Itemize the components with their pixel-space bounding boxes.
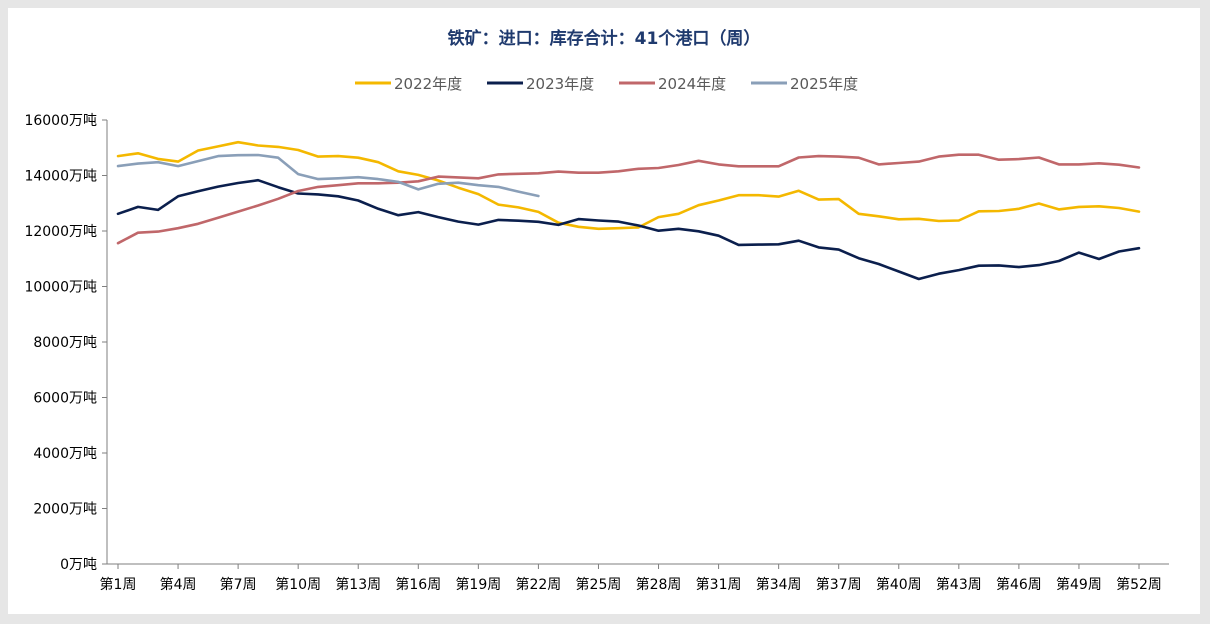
y-tick-label: 6000万吨 <box>33 391 97 407</box>
x-tick-label: 第40周 <box>876 576 922 593</box>
y-axis: 0万吨 2000万吨 4000万吨 6000万吨 8000万吨 10000万吨 12000万… <box>24 113 108 573</box>
series-line-2025年度 <box>116 153 540 198</box>
x-tick-label: 第43周 <box>936 576 982 593</box>
legend-label: 2024年度 <box>658 75 726 93</box>
y-tick-label: 12000万吨 <box>24 224 97 240</box>
x-tick-label: 第1周 <box>100 576 137 593</box>
x-tick-label: 第13周 <box>335 576 381 593</box>
x-tick-label: 第22周 <box>515 576 561 593</box>
x-tick-label: 第16周 <box>395 576 441 593</box>
y-tick-label: 4000万吨 <box>33 446 97 462</box>
x-axis: 第1周 第4周 第7周 第10周 第13周 第16周 第19周 第22周 第25周 第28周 第31… <box>100 563 1169 593</box>
series-lines <box>116 140 1141 281</box>
series-line-2022年度 <box>116 140 1141 231</box>
y-tick-label: 0万吨 <box>60 557 97 573</box>
legend-label: 2025年度 <box>790 75 858 93</box>
x-tick-label: 第19周 <box>455 576 501 593</box>
x-tick-label: 第7周 <box>220 576 257 593</box>
x-tick-label: 第46周 <box>996 576 1042 593</box>
x-tick-label: 第28周 <box>636 576 682 593</box>
y-tick-label: 10000万吨 <box>24 280 97 296</box>
y-tick-label: 8000万吨 <box>33 335 97 351</box>
x-tick-label: 第4周 <box>160 576 197 593</box>
chart-frame: 铁矿：进口：库存合计：41个港口（周） 2022年度 2023年度 2024年度 20… <box>8 8 1200 614</box>
x-tick-label: 第25周 <box>576 576 622 593</box>
x-tick-label: 第49周 <box>1056 576 1102 593</box>
y-tick-label: 14000万吨 <box>24 169 97 185</box>
y-tick-label: 16000万吨 <box>24 113 97 129</box>
series-line-2024年度 <box>116 153 1141 245</box>
line-chart: 铁矿：进口：库存合计：41个港口（周） 2022年度 2023年度 2024年度 20… <box>24 28 1169 593</box>
chart-title: 铁矿：进口：库存合计：41个港口（周） <box>448 28 761 49</box>
x-tick-label: 第37周 <box>816 576 862 593</box>
x-tick-label: 第52周 <box>1116 576 1162 593</box>
x-tick-label: 第10周 <box>275 576 321 593</box>
legend-label: 2022年度 <box>394 75 462 93</box>
x-tick-label: 第34周 <box>756 576 802 593</box>
legend-label: 2023年度 <box>526 75 594 93</box>
legend: 2022年度 2023年度 2024年度 2025年度 <box>355 75 858 93</box>
y-tick-label: 2000万吨 <box>33 502 97 518</box>
x-tick-label: 第31周 <box>696 576 742 593</box>
series-line-2023年度 <box>116 178 1141 281</box>
